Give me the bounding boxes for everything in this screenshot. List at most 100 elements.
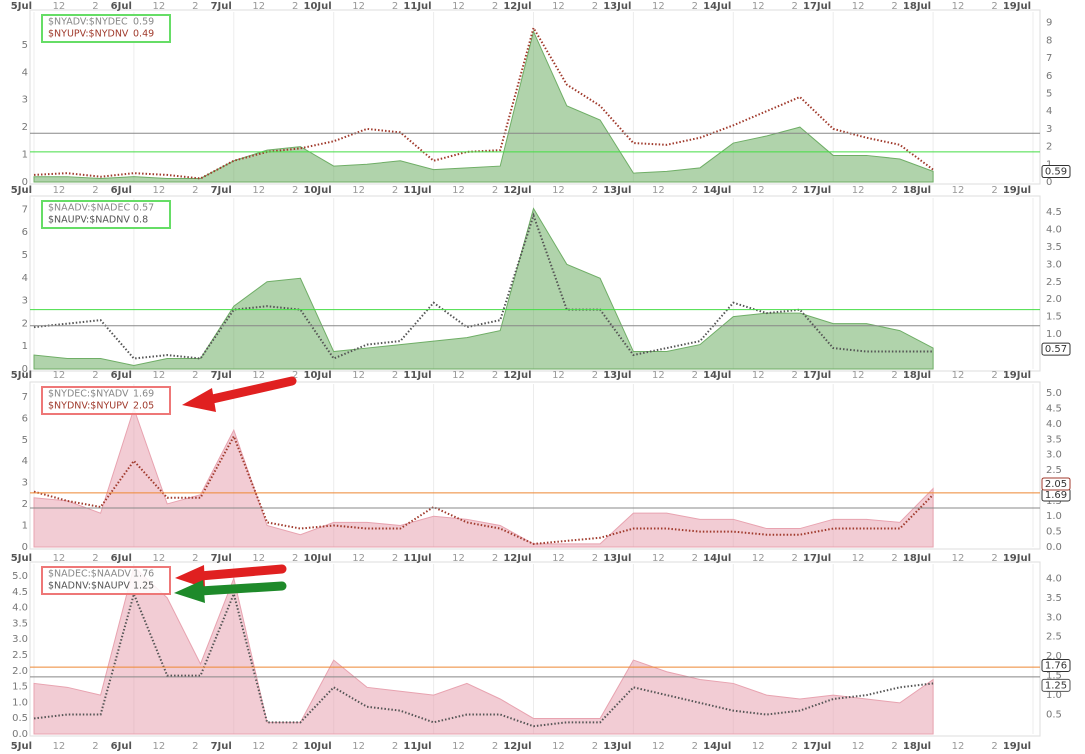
x-tick-label: 2 [92,185,98,196]
x-tick-label: 12 [952,741,965,752]
y2-tick-label: 3.5 [1046,242,1062,253]
x-tick-label: 2 [192,741,198,752]
x-tick-label: 12 [752,185,765,196]
x-tick-label: 10Jul [304,553,332,564]
y2-tick-label: 2.0 [1046,651,1062,662]
y-tick-label: 0.5 [12,713,28,724]
x-tick-label: 12 [652,741,665,752]
x-tick-label: 2 [991,370,997,381]
y-tick-label: 0 [22,542,28,553]
x-tick-label: 5Jul [11,370,32,381]
x-tick-label: 12 [852,370,865,381]
y-tick-label: 3 [22,296,28,307]
x-tick-label: 2 [192,1,198,12]
x-tick-label: 2 [392,741,398,752]
y-tick-label: 4 [22,456,28,467]
y2-tick-label: 0 [1046,177,1052,188]
x-tick-label: 12Jul [503,185,531,196]
y2-tick-label: 3.0 [1046,259,1062,270]
legend-name: $NADEC:$NAADV [48,569,131,580]
y2-tick-label: 4.0 [1046,224,1062,235]
y-tick-label: 1 [22,341,28,352]
x-tick-label: 2 [792,370,798,381]
x-tick-label: 12Jul [503,370,531,381]
legend-value: 1.25 [133,581,154,592]
y2-tick-label: 2.0 [1046,294,1062,305]
area [33,407,934,548]
value-badge [1041,678,1071,692]
x-tick-label: 7Jul [211,370,232,381]
area [33,29,934,183]
x-tick-label: 12 [252,553,265,564]
area [33,207,934,370]
y2-tick-label: 4.5 [1046,207,1062,218]
x-tick-label: 6Jul [111,553,132,564]
y-tick-label: 1.5 [12,682,28,693]
legend-value: 0.49 [133,29,154,40]
x-tick-label: 5Jul [11,553,32,564]
x-tick-label: 14Jul [703,553,731,564]
x-tick-label: 18Jul [903,370,931,381]
x-tick-label: 2 [891,370,897,381]
y-tick-label: 5 [22,40,28,51]
x-tick-label: 12 [53,370,66,381]
x-tick-label: 12 [652,1,665,12]
x-tick-label: 17Jul [803,185,831,196]
x-tick-label: 7Jul [211,185,232,196]
x-tick-label: 2 [592,741,598,752]
x-tick-label: 12 [352,370,365,381]
x-tick-label: 2 [492,1,498,12]
x-tick-label: 12 [752,741,765,752]
y-tick-label: 7 [22,392,28,403]
y2-tick-label: 3 [1046,124,1052,135]
y-tick-label: 4 [22,67,28,78]
y2-tick-label: 3.5 [1046,434,1062,445]
x-tick-label: 10Jul [304,185,332,196]
legend-value: 1.69 [133,389,154,400]
x-tick-label: 2 [92,1,98,12]
y-tick-label: 0 [22,364,28,375]
x-tick-label: 12 [452,370,465,381]
legend-name: $NYUPV:$NYDNV [48,29,129,40]
x-tick-label: 2 [192,370,198,381]
x-tick-label: 12Jul [503,741,531,752]
x-tick-label: 12 [552,185,565,196]
x-tick-label: 2 [592,553,598,564]
x-tick-label: 2 [392,370,398,381]
x-tick-label: 12 [152,185,165,196]
x-tick-label: 2 [991,553,997,564]
y2-tick-label: 1.5 [1046,671,1062,682]
legend-box [41,566,171,595]
x-tick-label: 2 [292,185,298,196]
legend-name: $NADNV:$NAUPV [48,581,130,592]
x-tick-label: 7Jul [211,741,232,752]
x-tick-label: 2 [492,185,498,196]
dotted-line [33,433,934,545]
x-tick-label: 12 [452,741,465,752]
x-tick-label: 12 [452,185,465,196]
x-tick-label: 5Jul [11,1,32,12]
annotation-arrows [174,376,297,603]
x-tick-label: 19Jul [1003,185,1031,196]
x-tick-label: 2 [492,553,498,564]
area [33,565,934,735]
x-tick-label: 14Jul [703,1,731,12]
x-tick-label: 17Jul [803,1,831,12]
y2-tick-label: 7 [1046,53,1052,64]
y2-tick-label: 3.5 [1046,593,1062,604]
y2-tick-label: 5.0 [1046,388,1062,399]
x-tick-label: 2 [991,1,997,12]
legend-value: 2.05 [133,401,154,412]
x-tick-label: 17Jul [803,741,831,752]
x-tick-label: 12 [152,741,165,752]
x-tick-label: 18Jul [903,1,931,12]
x-tick-label: 14Jul [703,741,731,752]
x-tick-label: 12 [752,370,765,381]
legend-value: 0.57 [133,203,154,214]
x-tick-label: 13Jul [603,741,631,752]
x-tick-label: 2 [891,185,897,196]
y-tick-label: 6 [22,227,28,238]
x-tick-label: 2 [792,1,798,12]
x-tick-label: 12 [152,370,165,381]
